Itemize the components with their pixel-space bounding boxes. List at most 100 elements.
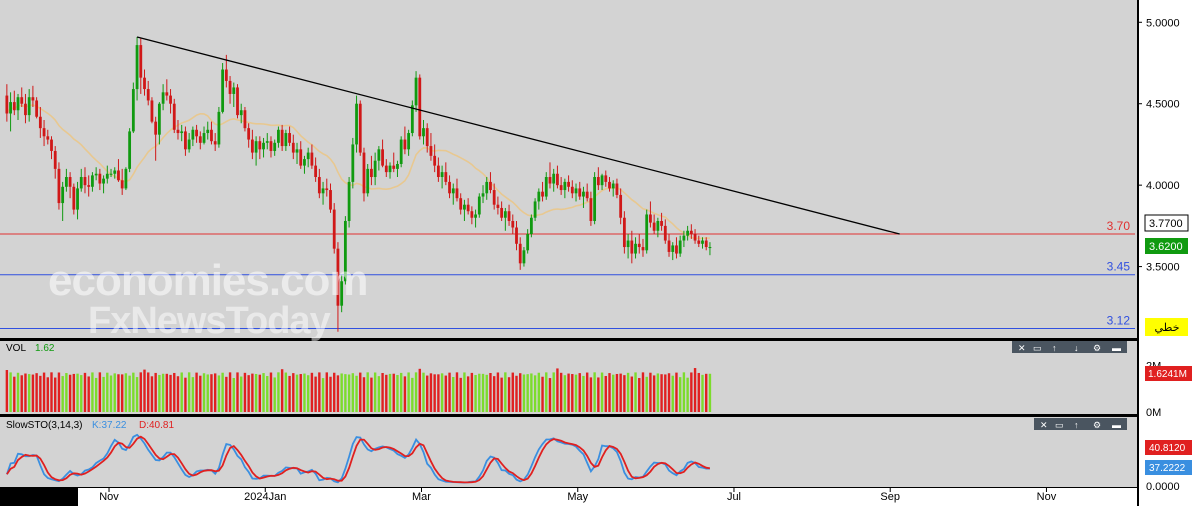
stochastic-d-line <box>6 435 711 484</box>
volume-bar <box>634 372 637 412</box>
volume-bar <box>489 372 492 412</box>
close-icon[interactable]: ✕ <box>1018 343 1026 353</box>
volume-bar <box>16 372 20 412</box>
candle-body <box>682 235 686 241</box>
candle-body <box>247 128 251 140</box>
candle-body <box>403 139 407 150</box>
candle-body <box>262 142 265 150</box>
volume-bar <box>414 372 418 412</box>
candle-body <box>180 131 184 134</box>
volume-bar <box>31 374 35 412</box>
stochastic-y-label: 0.0000 <box>1146 481 1180 493</box>
settings-icon[interactable]: ⚙ <box>1093 420 1101 430</box>
volume-bar <box>94 377 98 412</box>
minimize-icon[interactable]: ▬ <box>1112 420 1121 430</box>
volume-bar <box>675 372 678 412</box>
candle-body <box>615 183 619 195</box>
volume-bar <box>225 376 228 412</box>
candle-body <box>507 211 511 221</box>
price-panel[interactable] <box>0 0 1137 338</box>
stochastic-k-line <box>6 433 710 484</box>
candle-body <box>362 152 366 194</box>
minimize-icon[interactable]: ▬ <box>1112 343 1121 353</box>
candle-body <box>191 129 195 140</box>
volume-bar <box>619 373 622 412</box>
volume-bar <box>83 372 87 412</box>
volume-bar <box>120 374 124 412</box>
volume-bar <box>180 372 183 412</box>
candle-body <box>544 177 548 197</box>
candle-body <box>5 95 9 114</box>
candle-body <box>671 245 675 252</box>
window-icon[interactable]: ▭ <box>1033 343 1042 353</box>
candle-body <box>340 281 344 306</box>
volume-bar <box>686 377 689 412</box>
candle-body <box>522 250 526 264</box>
volume-bar <box>128 375 131 412</box>
volume-bar <box>247 375 250 412</box>
candle-body <box>306 152 310 160</box>
volume-bar <box>217 375 221 412</box>
candle-body <box>195 129 198 137</box>
candle-body <box>146 89 150 101</box>
x-axis-panel[interactable] <box>78 488 1137 506</box>
volume-bar <box>444 375 448 412</box>
candle-body <box>273 142 277 151</box>
candle-body <box>295 149 299 153</box>
candle-body <box>373 160 377 178</box>
arrow-down-icon[interactable]: ↓ <box>1074 343 1079 353</box>
volume-bar <box>9 372 12 412</box>
volume-bar <box>39 375 42 412</box>
settings-icon[interactable]: ⚙ <box>1093 343 1101 353</box>
close-icon[interactable]: ✕ <box>1040 420 1048 430</box>
candle-body <box>332 209 336 249</box>
candle-body <box>489 181 492 191</box>
volume-bar <box>87 376 90 412</box>
candle-body <box>79 177 83 189</box>
candle-body <box>526 234 530 251</box>
volume-bar <box>303 373 306 412</box>
volume-bar <box>492 376 496 412</box>
volume-bar <box>366 372 369 412</box>
volume-bar <box>615 373 619 412</box>
candle-body <box>321 188 325 194</box>
volume-bar <box>578 373 581 412</box>
trendline[interactable] <box>136 36 900 235</box>
candle-body <box>407 133 411 150</box>
arrow-up-icon[interactable]: ↑ <box>1074 420 1079 430</box>
candle-body <box>355 103 358 145</box>
candle-body <box>72 186 76 210</box>
candle-body <box>593 177 597 221</box>
volume-bar <box>652 375 656 412</box>
y-tick-label: 5.0000 <box>1146 17 1180 29</box>
volume-bar <box>102 376 105 412</box>
candle-body <box>574 188 578 194</box>
volume-bar <box>600 372 604 412</box>
arrow-up-icon[interactable]: ↑ <box>1052 343 1057 353</box>
candle-body <box>689 230 693 235</box>
window-icon[interactable]: ▭ <box>1055 420 1064 430</box>
volume-bar <box>292 373 295 412</box>
candle-body <box>202 133 206 143</box>
candle-body <box>232 87 236 94</box>
chart-type-tag[interactable]: خطي <box>1145 318 1188 336</box>
candle-body <box>604 175 608 182</box>
candle-body <box>622 217 626 248</box>
candle-body <box>124 168 128 189</box>
volume-bar <box>161 373 165 412</box>
volume-bar <box>20 375 23 412</box>
watermark-economies: economies.com <box>48 256 369 305</box>
stochastic-panel[interactable] <box>0 417 1137 487</box>
stochastic-k-tag: 37.2222 <box>1145 460 1192 475</box>
volume-bar <box>481 373 485 412</box>
candle-body <box>94 173 98 176</box>
volume-bar <box>351 373 355 412</box>
candle-body <box>630 240 634 254</box>
volume-bar <box>656 373 660 412</box>
candle-body <box>596 177 600 186</box>
volume-bar <box>664 374 667 412</box>
candle-body <box>157 103 161 135</box>
volume-bar <box>318 372 321 412</box>
candle-body <box>370 168 373 178</box>
volume-bar <box>697 372 700 412</box>
